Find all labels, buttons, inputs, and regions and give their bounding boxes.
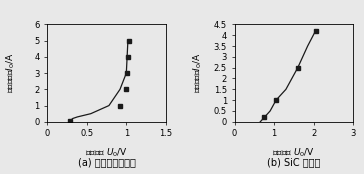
Text: (b) SiC 二极管: (b) SiC 二极管 bbox=[267, 157, 321, 167]
Text: 负载电流，$I_0$/A: 负载电流，$I_0$/A bbox=[192, 53, 205, 93]
Text: 负载电流，$I_0$/A: 负载电流，$I_0$/A bbox=[5, 53, 17, 93]
Text: 正向压降 $U_0$/V: 正向压降 $U_0$/V bbox=[85, 146, 128, 159]
Text: 正向压降 $U_0$/V: 正向压降 $U_0$/V bbox=[272, 146, 315, 159]
Text: (a) 超快恢复二极管: (a) 超快恢复二极管 bbox=[78, 157, 135, 167]
